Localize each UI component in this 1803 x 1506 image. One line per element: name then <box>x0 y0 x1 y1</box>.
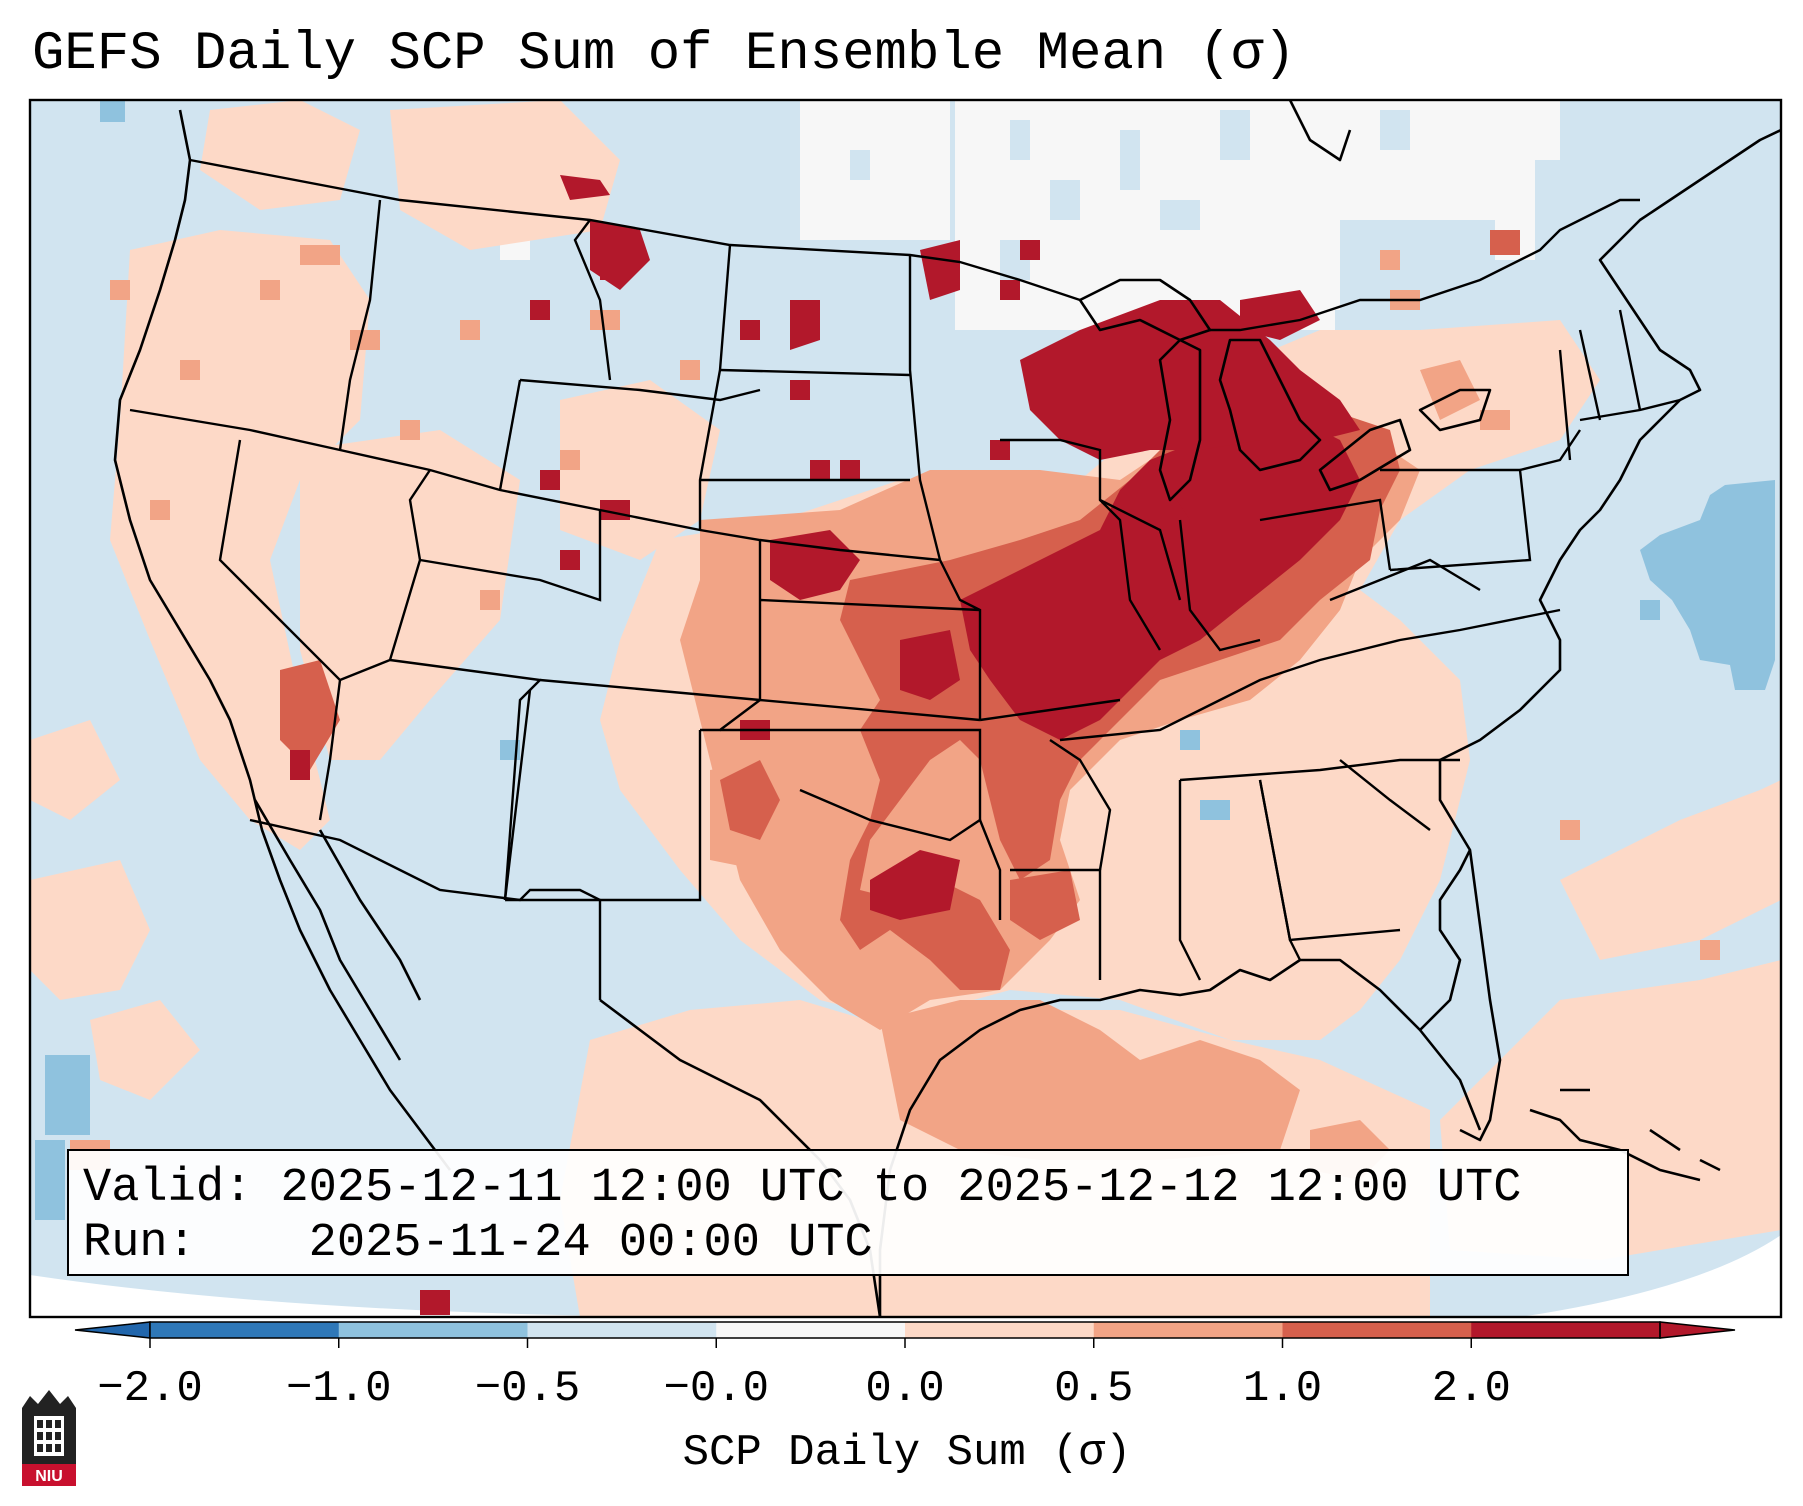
colorbar-tick-label: −0.0 <box>663 1364 770 1414</box>
colorbar-tick-label: 0.0 <box>865 1364 945 1414</box>
political-borders <box>129 158 1681 1000</box>
colorbar-tick-label: −2.0 <box>97 1364 203 1414</box>
valid-text: 2025-12-11 12:00 UTC to 2025-12-12 12:00… <box>280 1162 1522 1215</box>
colorbar-segment <box>905 1322 1095 1338</box>
field-near-zero-north <box>500 100 1560 330</box>
colorbar-tick-label: 0.5 <box>1054 1364 1134 1414</box>
field-scatter-extreme <box>420 240 1040 1315</box>
colorbar-tick-label: 2.0 <box>1431 1364 1511 1414</box>
projection-edge-left <box>30 1275 700 1317</box>
field-extreme-positive <box>290 175 1360 920</box>
colorbar-segment <box>527 1322 717 1338</box>
colorbar-segment <box>1093 1322 1283 1338</box>
valid-label: Valid: <box>83 1162 253 1215</box>
colorbar-tick-label: −1.0 <box>285 1364 392 1414</box>
projection-edge-right <box>1520 1235 1781 1317</box>
coastlines-and-borders <box>113 100 1781 1317</box>
map-frame <box>28 98 1783 1319</box>
colorbar-segment <box>338 1322 528 1338</box>
colorbar-extend-min <box>74 1321 151 1339</box>
colorbar-extend-max <box>1659 1321 1736 1339</box>
run-label: Run: <box>83 1217 196 1270</box>
colorbar-label: SCP Daily Sum (σ) <box>682 1428 1132 1478</box>
run-text: 2025-11-24 00:00 UTC <box>308 1217 873 1270</box>
field-negative-atlantic <box>1640 480 1775 690</box>
colorbar-segment <box>1282 1322 1472 1338</box>
colorbar-tick-label: −0.5 <box>474 1364 581 1414</box>
logo-text: NIU <box>35 1468 63 1485</box>
colorbar-segment <box>716 1322 906 1338</box>
colorbar-segment <box>1471 1322 1661 1338</box>
colorbar-segment <box>150 1322 340 1338</box>
colorbar-tick-label: 1.0 <box>1242 1364 1323 1414</box>
colorbar <box>74 1321 1736 1348</box>
map-title: GEFS Daily SCP Sum of Ensemble Mean (σ) <box>32 24 1296 85</box>
niu-logo-icon: NIU <box>22 1390 76 1486</box>
valid-time-box: Valid: 2025-12-11 12:00 UTC to 2025-12-1… <box>67 1149 1629 1276</box>
